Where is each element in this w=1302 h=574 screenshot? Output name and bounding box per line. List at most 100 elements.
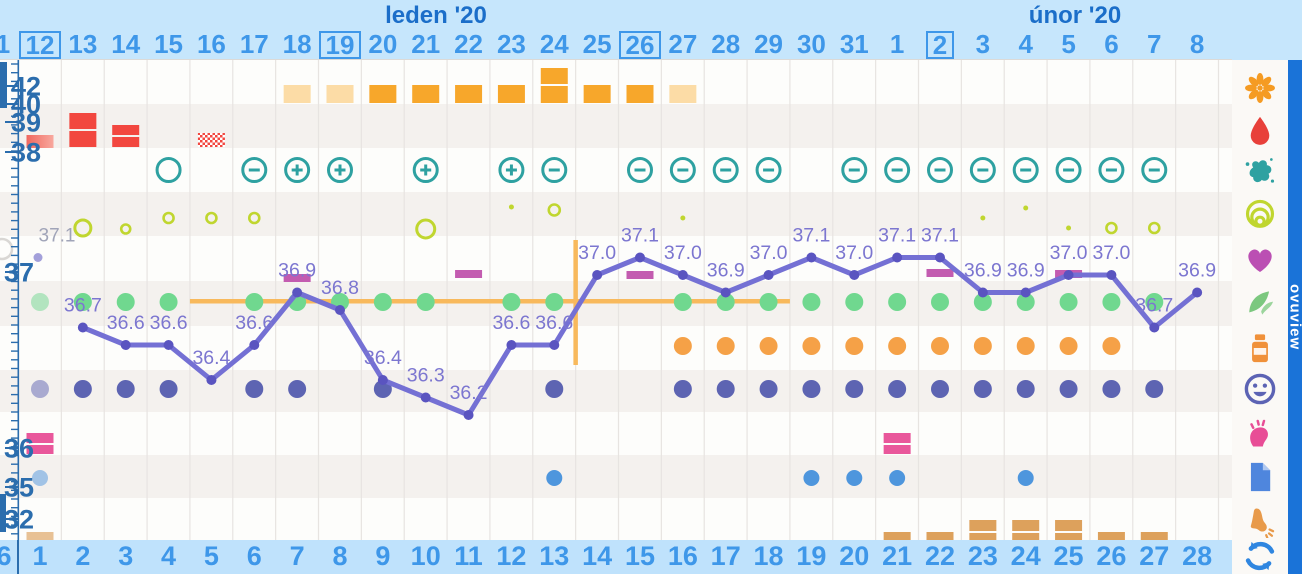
cycle-day-cell[interactable]: 14	[582, 541, 613, 571]
date-cell[interactable]: 22	[454, 29, 484, 59]
green-dot[interactable]	[716, 293, 735, 311]
cycle-day-cell[interactable]: 4	[161, 541, 177, 571]
date-cell[interactable]: 31	[839, 29, 869, 59]
olive-circle[interactable]	[680, 215, 686, 221]
olive-circle[interactable]	[1066, 225, 1072, 231]
date-cell[interactable]: 6	[1104, 29, 1119, 59]
cycle-day-cell[interactable]: 2	[75, 541, 91, 571]
cycle-day-cell[interactable]: 17	[710, 541, 741, 571]
orange-dot[interactable]	[673, 337, 692, 355]
temp-point[interactable]	[634, 252, 645, 263]
date-cell[interactable]: 4	[1018, 29, 1033, 59]
orange-top-bar[interactable]	[412, 85, 440, 103]
cycle-day-cell[interactable]: 8	[332, 541, 348, 571]
cycle-day-cell[interactable]: 28	[1182, 541, 1213, 571]
olive-circle[interactable]	[547, 203, 562, 217]
tan-bar[interactable]	[1097, 532, 1125, 540]
orange-top-bar[interactable]	[455, 85, 483, 103]
heart-icon[interactable]	[1243, 242, 1277, 276]
temp-point[interactable]	[934, 252, 945, 263]
orange-dot[interactable]	[716, 337, 735, 355]
teal-circle[interactable]	[1012, 157, 1039, 183]
date-cell[interactable]: 20	[368, 29, 398, 59]
cycle-day-cell-partial[interactable]: 6	[0, 541, 12, 571]
green-dot[interactable]	[416, 293, 435, 311]
green-dot[interactable]	[888, 293, 907, 311]
orange-dot[interactable]	[973, 337, 992, 355]
olive-circle[interactable]	[1147, 221, 1161, 235]
purple-dot[interactable]	[802, 380, 821, 398]
date-cell[interactable]: 26	[618, 30, 662, 60]
nose-icon[interactable]	[1243, 504, 1277, 540]
temp-point[interactable]	[677, 270, 688, 280]
green-dot[interactable]	[973, 293, 992, 311]
orange-dot[interactable]	[1102, 337, 1121, 355]
temp-point[interactable]	[206, 375, 217, 385]
teal-circle[interactable]	[669, 157, 696, 183]
green-dot[interactable]	[159, 293, 178, 311]
purple-dot[interactable]	[159, 380, 178, 398]
green-dot[interactable]	[1016, 293, 1035, 311]
cycle-day-cell[interactable]: 19	[796, 541, 827, 571]
orange-top-bar[interactable]	[540, 68, 568, 84]
olive-circle[interactable]	[980, 215, 986, 221]
temp-point[interactable]	[549, 340, 560, 350]
teal-circle[interactable]	[1098, 157, 1125, 183]
purple-dot[interactable]	[1102, 380, 1121, 398]
magenta-bar[interactable]	[283, 274, 311, 282]
temp-point[interactable]	[249, 340, 260, 350]
teal-circle[interactable]	[412, 157, 439, 183]
date-cell[interactable]: 13	[68, 29, 98, 59]
date-cell[interactable]: 5	[1061, 29, 1076, 59]
pink-bar[interactable]	[26, 445, 54, 454]
cycle-day-cell[interactable]: 18	[753, 541, 784, 571]
tan-bar[interactable]	[1012, 520, 1040, 531]
purple-dot[interactable]	[973, 380, 992, 398]
purple-dot[interactable]	[759, 380, 778, 398]
cycle-day-cell[interactable]: 23	[967, 541, 998, 571]
teal-circle[interactable]	[241, 157, 268, 183]
tan-bar[interactable]	[1055, 520, 1083, 531]
temp-point[interactable]	[463, 410, 474, 420]
teal-circle[interactable]	[1141, 157, 1168, 183]
purple-dot[interactable]	[545, 380, 564, 398]
orange-top-bar[interactable]	[626, 85, 654, 103]
menses-bar[interactable]	[26, 135, 54, 148]
teal-circle[interactable]	[626, 157, 653, 183]
purple-dot[interactable]	[31, 380, 49, 398]
temp-point[interactable]	[1149, 322, 1160, 333]
green-dot[interactable]	[73, 293, 92, 311]
cycle-day-cell[interactable]: 1	[32, 541, 48, 571]
temp-point[interactable]	[377, 375, 388, 385]
date-cell[interactable]: 8	[1189, 29, 1205, 59]
teal-circle[interactable]	[498, 157, 525, 183]
teal-circle[interactable]	[284, 157, 311, 183]
teal-circle[interactable]	[326, 157, 353, 183]
sync-icon[interactable]	[1243, 539, 1277, 573]
olive-circle[interactable]	[162, 211, 175, 225]
olive-circle[interactable]	[1105, 221, 1118, 235]
splat-icon[interactable]	[1243, 155, 1277, 189]
purple-dot[interactable]	[288, 380, 307, 398]
temp-point[interactable]	[506, 340, 517, 350]
spiral-icon[interactable]	[1243, 198, 1277, 232]
teal-circle[interactable]	[841, 157, 868, 183]
olive-circle[interactable]	[1023, 205, 1029, 211]
green-dot[interactable]	[502, 293, 521, 311]
date-cell[interactable]: 16	[196, 29, 226, 59]
purple-dot[interactable]	[1145, 380, 1164, 398]
date-cell[interactable]: 3	[975, 29, 991, 59]
pink-bar[interactable]	[26, 433, 54, 443]
temp-point[interactable]	[892, 252, 903, 263]
date-cell[interactable]: 7	[1147, 29, 1162, 59]
cycle-day-cell[interactable]: 6	[246, 541, 262, 571]
orange-dot[interactable]	[802, 337, 821, 355]
tan-bar[interactable]	[1140, 532, 1168, 540]
olive-circle[interactable]	[508, 204, 514, 210]
cycle-day-cell[interactable]: 22	[924, 541, 955, 571]
green-dot[interactable]	[116, 293, 135, 311]
orange-top-bar[interactable]	[497, 85, 525, 103]
purple-dot[interactable]	[845, 380, 864, 398]
date-cell[interactable]: 27	[668, 29, 698, 59]
teal-circle[interactable]	[755, 157, 782, 183]
